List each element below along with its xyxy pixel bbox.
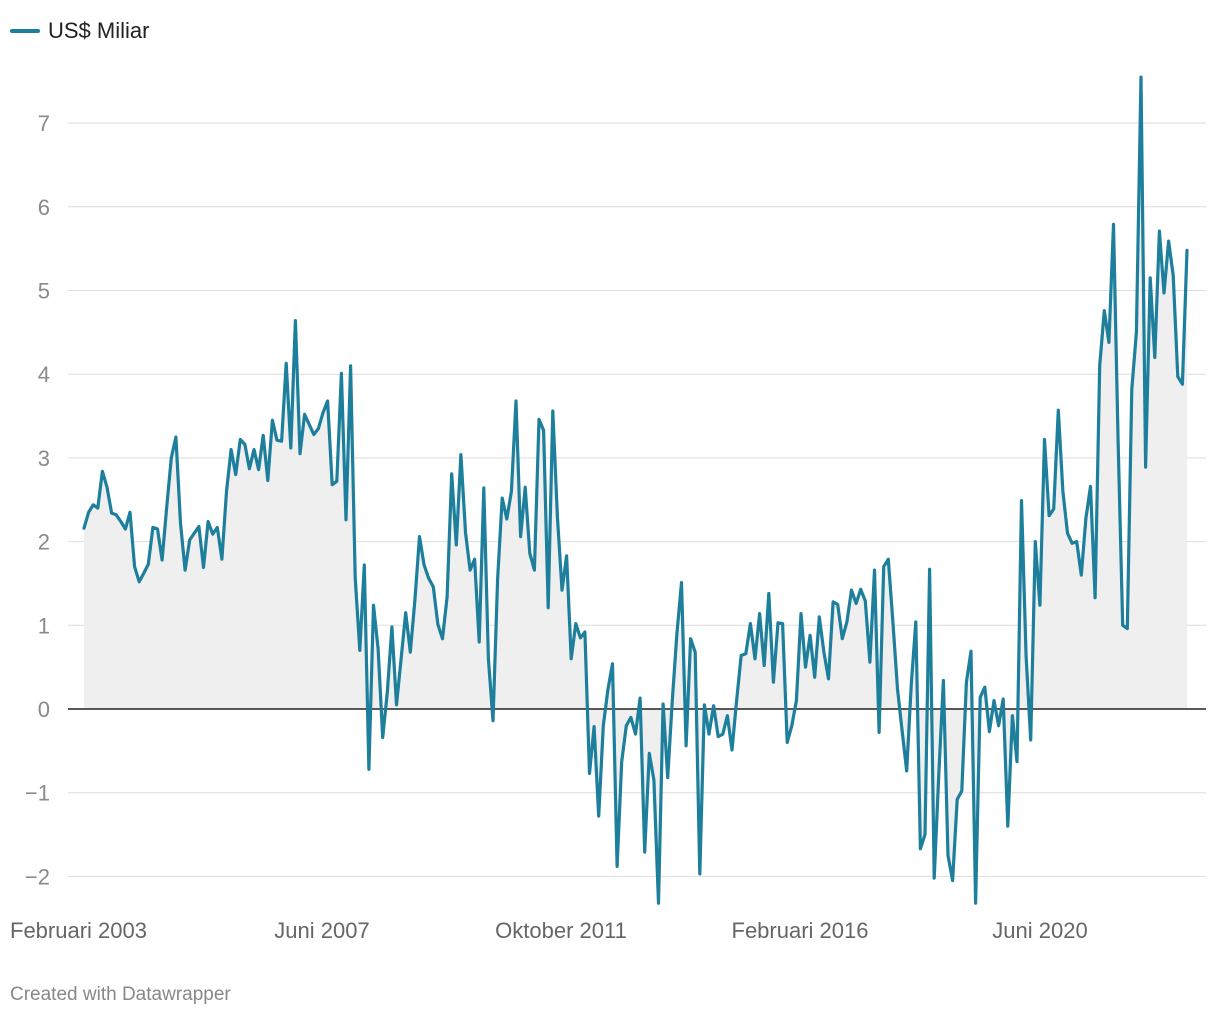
x-tick-label: Februari 2003 [10,918,147,943]
x-axis-ticks: Februari 2003 Juni 2007 Oktober 2011 Februa… [10,918,1088,943]
series-line-layer [82,75,1189,905]
y-tick-label: 5 [38,279,50,304]
y-axis-ticks: −2 −1 0 1 2 3 4 5 6 7 [25,111,50,889]
y-tick-label: 4 [38,362,50,387]
y-tick-label: 2 [38,530,50,555]
legend-label: US$ Miliar [48,18,150,43]
y-tick-label: 3 [38,446,50,471]
series-area [84,77,1187,904]
x-tick-label: Oktober 2011 [495,918,627,943]
datawrapper-credit: Created with Datawrapper [10,984,231,1005]
x-tick-label: Februari 2016 [732,918,869,943]
y-tick-label: −1 [25,781,50,806]
y-tick-label: 0 [38,697,50,722]
x-tick-label: Juni 2007 [274,918,369,943]
y-tick-label: 1 [38,613,50,638]
x-tick-label: Juni 2020 [992,918,1087,943]
legend-swatch [10,29,40,33]
y-tick-label: −2 [25,864,50,889]
area-fill-layer [84,77,1187,904]
chart-legend: US$ Miliar [10,18,149,44]
y-tick-label: 6 [38,195,50,220]
series-line [82,75,1189,905]
y-tick-label: 7 [38,111,50,136]
